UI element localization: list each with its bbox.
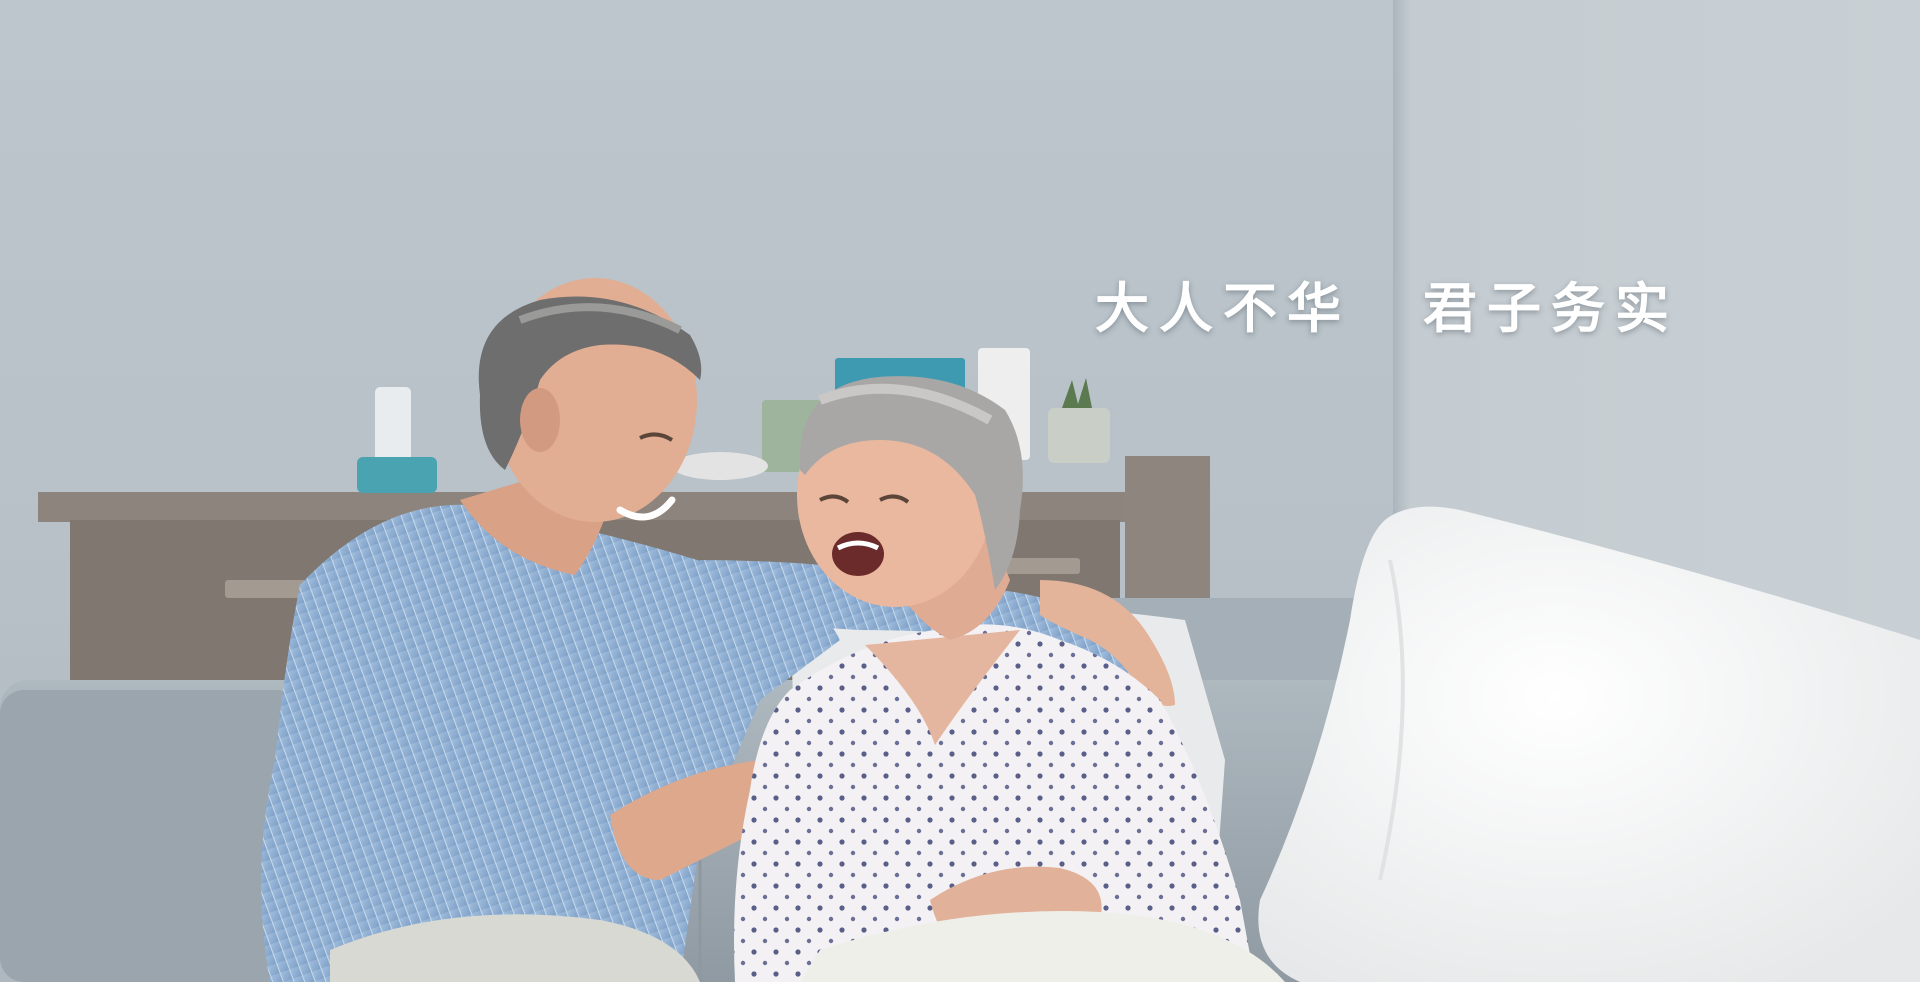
man-figure — [261, 278, 1175, 982]
slogan-right: 君子务实 — [1423, 277, 1679, 340]
throw-pillow — [1258, 506, 1920, 982]
woman-figure — [734, 376, 1285, 982]
slogan-left: 大人不华 — [1095, 277, 1351, 340]
